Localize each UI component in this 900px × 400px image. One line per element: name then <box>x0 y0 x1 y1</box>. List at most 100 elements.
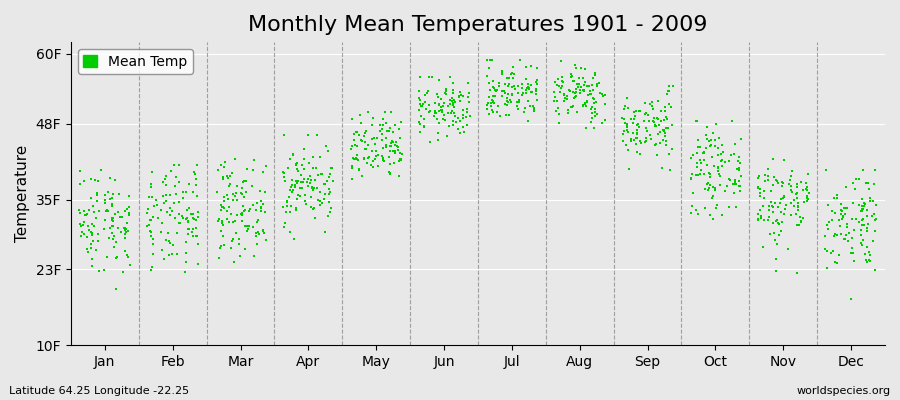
Point <box>830 195 844 201</box>
Point <box>345 163 359 169</box>
Point <box>498 81 512 87</box>
Point <box>289 205 303 212</box>
Point <box>394 150 409 157</box>
Point <box>839 205 853 212</box>
Point <box>752 211 766 217</box>
Point <box>304 203 319 210</box>
Point <box>622 166 636 172</box>
Point <box>859 180 873 186</box>
Point <box>390 143 404 150</box>
Point <box>309 164 323 171</box>
Point <box>728 204 742 210</box>
Point <box>215 233 230 239</box>
Point <box>321 191 336 197</box>
Point <box>567 95 581 101</box>
Point <box>235 190 249 197</box>
Point <box>641 111 655 118</box>
Point <box>446 104 461 111</box>
Point <box>393 135 408 142</box>
Point <box>732 154 746 160</box>
Point <box>855 217 869 224</box>
Point <box>226 191 240 197</box>
Point <box>346 154 360 161</box>
Point <box>732 165 746 171</box>
Point <box>301 183 315 190</box>
Point <box>595 120 609 126</box>
Point <box>657 128 671 134</box>
Point <box>217 242 231 249</box>
Point <box>709 205 724 211</box>
Point <box>693 157 707 164</box>
Point <box>280 198 294 204</box>
Point <box>508 86 522 92</box>
Point <box>87 177 102 183</box>
Point <box>843 249 858 256</box>
Point <box>630 129 644 136</box>
Point <box>819 222 833 228</box>
Point <box>161 230 176 236</box>
Point <box>521 118 535 124</box>
Point <box>368 156 382 162</box>
Point <box>775 218 789 225</box>
Point <box>521 98 535 104</box>
Point <box>734 172 748 179</box>
Point <box>105 222 120 229</box>
Point <box>490 86 504 93</box>
Point <box>624 136 638 143</box>
Point <box>659 138 673 144</box>
Point <box>775 182 789 189</box>
Point <box>172 199 186 205</box>
Point <box>838 235 852 242</box>
Point <box>758 178 772 184</box>
Point <box>73 210 87 216</box>
Point <box>697 150 711 156</box>
Point <box>310 132 324 138</box>
Point <box>413 74 428 80</box>
Point <box>248 230 263 237</box>
Point <box>660 91 674 97</box>
Point <box>239 166 254 172</box>
Point <box>628 113 643 119</box>
Point <box>688 171 703 178</box>
Point <box>638 139 652 145</box>
Point <box>862 249 877 256</box>
Point <box>178 215 193 222</box>
Point <box>348 129 363 135</box>
Point <box>562 87 577 94</box>
Point <box>752 174 766 181</box>
Point <box>186 216 201 222</box>
Point <box>637 100 652 106</box>
Point <box>580 92 595 98</box>
Point <box>425 74 439 80</box>
Point <box>486 109 500 115</box>
Point <box>437 117 452 123</box>
Point <box>751 184 765 191</box>
Point <box>556 91 571 97</box>
Point <box>388 142 402 148</box>
Point <box>355 138 369 144</box>
Point <box>554 74 569 80</box>
Point <box>280 203 294 210</box>
Point <box>517 109 531 116</box>
Point <box>848 186 862 192</box>
Point <box>276 132 291 138</box>
Point <box>237 194 251 200</box>
Point <box>563 104 578 110</box>
Point <box>445 107 459 114</box>
Point <box>733 178 747 185</box>
Point <box>292 185 307 191</box>
Point <box>846 180 860 186</box>
Point <box>761 173 776 180</box>
Point <box>118 208 132 214</box>
Point <box>82 227 96 234</box>
Point <box>860 244 874 250</box>
Point <box>310 172 325 178</box>
Point <box>222 219 237 226</box>
Point <box>684 174 698 181</box>
Point <box>633 108 647 114</box>
Point <box>242 222 256 229</box>
Point <box>584 106 598 112</box>
Point <box>790 200 805 206</box>
Point <box>796 199 811 206</box>
Point <box>626 130 640 136</box>
